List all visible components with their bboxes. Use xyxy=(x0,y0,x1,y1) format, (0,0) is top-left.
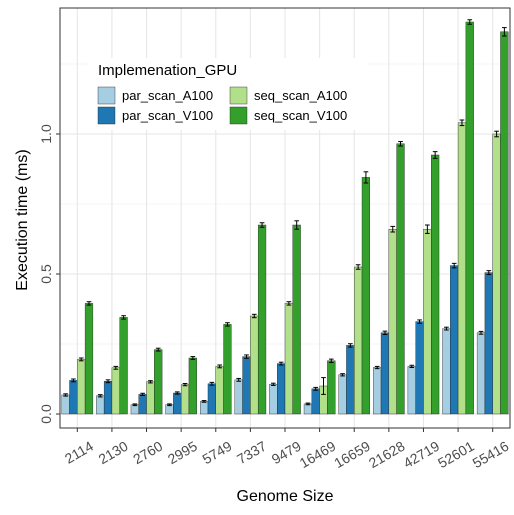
bar xyxy=(154,349,163,415)
x-tick-label: 55416 xyxy=(470,438,512,471)
bar xyxy=(188,357,197,415)
bar xyxy=(292,224,301,415)
x-tick-label: 2130 xyxy=(96,438,131,468)
x-tick-label: 5749 xyxy=(199,438,234,468)
bar xyxy=(388,228,397,415)
legend-label: par_scan_A100 xyxy=(122,88,213,103)
bar xyxy=(373,367,382,415)
bar xyxy=(311,388,320,415)
bars-layer xyxy=(61,19,509,415)
bar xyxy=(215,366,224,415)
legend-label: seq_scan_A100 xyxy=(254,88,347,103)
legend-key xyxy=(229,106,248,125)
bar xyxy=(250,315,259,415)
bar xyxy=(415,321,424,415)
bar xyxy=(346,345,355,415)
y-tick-label: 0.0 xyxy=(38,404,54,424)
bar xyxy=(173,392,182,415)
bar xyxy=(234,379,243,415)
x-tick-label: 52601 xyxy=(435,438,477,471)
bar xyxy=(138,394,147,415)
y-tick-label: 0.5 xyxy=(38,264,54,284)
bar xyxy=(269,384,278,415)
bar xyxy=(442,328,451,415)
bar xyxy=(431,154,440,415)
bar xyxy=(277,363,286,415)
bar xyxy=(146,381,155,415)
x-tick-label: 9479 xyxy=(269,438,304,468)
bar xyxy=(423,228,432,415)
bar xyxy=(396,143,405,415)
bar xyxy=(61,394,70,415)
legend-label: par_scan_V100 xyxy=(122,108,213,123)
bar xyxy=(69,380,78,415)
legend-title: Implemenation_GPU xyxy=(98,62,237,79)
bar xyxy=(119,317,128,415)
x-tick-label: 16469 xyxy=(297,438,339,471)
x-tick-label: 7337 xyxy=(234,438,269,468)
bar xyxy=(484,272,493,415)
bar xyxy=(457,122,467,415)
bar xyxy=(327,360,336,415)
bar xyxy=(380,332,390,415)
bar xyxy=(199,401,209,415)
y-tick-label: 1.0 xyxy=(38,124,54,144)
bar xyxy=(500,31,509,415)
bar xyxy=(223,324,232,415)
bar xyxy=(303,403,313,415)
legend-key xyxy=(229,86,248,105)
bar xyxy=(84,303,94,415)
x-tick-label: 21628 xyxy=(366,438,408,471)
bar xyxy=(450,265,459,415)
legend: Implemenation_GPU par_scan_A100 par_scan_V… xyxy=(88,58,368,130)
bar xyxy=(242,356,251,415)
bar xyxy=(284,303,293,415)
bar xyxy=(96,395,105,415)
bar xyxy=(180,384,190,415)
bar xyxy=(361,177,371,415)
legend-label: seq_scan_V100 xyxy=(254,108,347,123)
x-tick-label: 2114 xyxy=(62,438,96,467)
x-tick-label: 42719 xyxy=(400,438,442,471)
bar xyxy=(257,224,267,415)
bar xyxy=(407,366,416,415)
legend-key xyxy=(97,106,116,125)
bar xyxy=(476,332,486,415)
legend-background xyxy=(88,58,368,130)
bar xyxy=(354,266,363,415)
y-axis-title: Execution time (ms) xyxy=(14,149,31,290)
x-axis-title: Genome Size xyxy=(237,488,334,505)
x-tick-label: 2995 xyxy=(165,438,200,468)
bar xyxy=(77,359,86,415)
bar xyxy=(465,21,474,415)
bar xyxy=(338,374,347,415)
x-tick-label: 2760 xyxy=(130,438,165,468)
x-tick-label: 16659 xyxy=(331,438,373,471)
bar xyxy=(207,383,216,415)
bar xyxy=(492,133,501,415)
bar xyxy=(130,404,139,415)
bar xyxy=(165,404,174,415)
legend-key xyxy=(97,86,116,105)
bar xyxy=(103,381,113,415)
bar xyxy=(111,367,120,415)
